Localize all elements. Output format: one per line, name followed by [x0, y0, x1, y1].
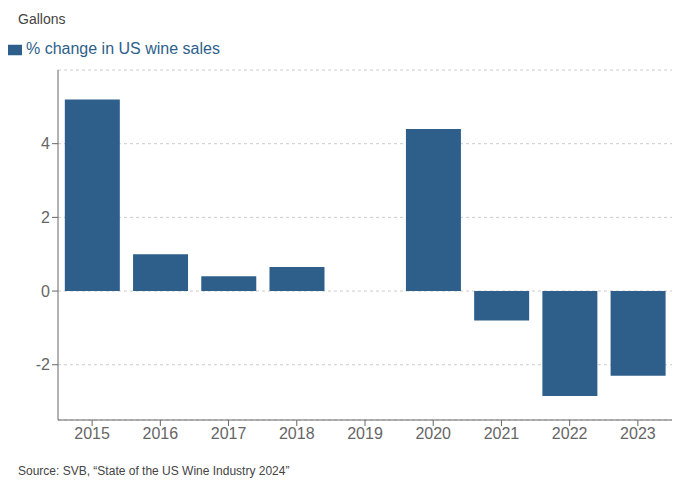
svg-text:2019: 2019 — [347, 425, 383, 442]
svg-text:2016: 2016 — [143, 425, 179, 442]
svg-text:-2: -2 — [36, 356, 50, 373]
html-text:Source: SVB, “State of the US: Source: SVB, “State of the US Wine Indus… — [18, 464, 290, 478]
svg-text:2020: 2020 — [415, 425, 451, 442]
svg-text:2021: 2021 — [484, 425, 520, 442]
html-text:% change in US wine sales: % change in US wine sales — [26, 40, 220, 57]
svg-text:2023: 2023 — [620, 425, 656, 442]
svg-text:2017: 2017 — [211, 425, 247, 442]
svg-text:4: 4 — [41, 135, 50, 152]
svg-text:0: 0 — [41, 283, 50, 300]
svg-text:2018: 2018 — [279, 425, 315, 442]
svg-text:2022: 2022 — [552, 425, 588, 442]
svg-text:2015: 2015 — [74, 425, 110, 442]
svg-text:2: 2 — [41, 209, 50, 226]
html-text:Gallons: Gallons — [18, 11, 66, 27]
